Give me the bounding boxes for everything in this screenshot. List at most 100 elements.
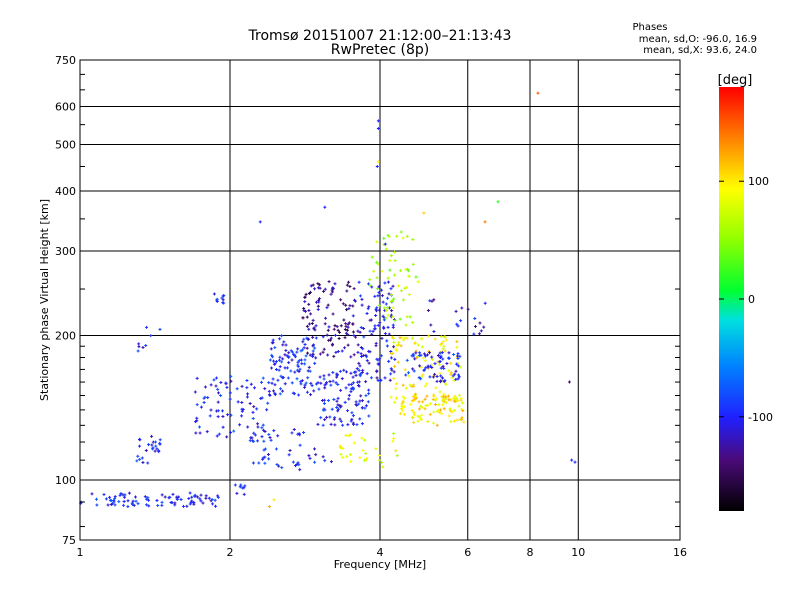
data-point: [333, 423, 337, 427]
data-point: [349, 390, 353, 394]
data-point: [344, 434, 348, 438]
data-point: [360, 303, 364, 307]
x-tick-label: 4: [377, 546, 384, 559]
x-tick-label: 1: [77, 546, 84, 559]
data-point: [273, 383, 277, 387]
data-point: [411, 320, 415, 324]
data-point: [404, 267, 408, 271]
data-point: [313, 328, 317, 332]
data-point: [429, 323, 433, 327]
data-point: [150, 443, 154, 447]
data-point: [343, 336, 347, 340]
data-point: [195, 403, 199, 407]
data-point: [439, 374, 443, 378]
data-point: [376, 160, 380, 164]
data-point: [397, 284, 401, 288]
data-point: [375, 276, 379, 280]
data-point: [404, 373, 408, 377]
data-point: [447, 356, 451, 360]
data-point: [214, 504, 218, 508]
data-point: [332, 354, 336, 358]
data-point: [298, 443, 302, 447]
data-point: [325, 306, 329, 310]
data-point: [310, 384, 314, 388]
data-point: [277, 464, 281, 468]
data-point: [422, 352, 426, 356]
data-point: [267, 457, 271, 461]
data-point: [327, 325, 331, 329]
data-point: [282, 340, 286, 344]
data-point: [330, 343, 334, 347]
data-point: [323, 322, 327, 326]
data-point: [354, 370, 358, 374]
data-point: [270, 381, 274, 385]
data-point: [401, 383, 405, 387]
data-point: [324, 316, 328, 320]
data-point: [329, 336, 333, 340]
data-point: [256, 425, 260, 429]
data-point: [382, 325, 386, 329]
data-point: [267, 381, 271, 385]
data-point: [293, 353, 297, 357]
data-point: [153, 449, 157, 453]
data-point: [455, 362, 459, 366]
data-point: [179, 497, 183, 501]
data-point: [418, 351, 422, 355]
data-point: [267, 393, 271, 397]
data-point: [135, 459, 139, 463]
data-point: [171, 492, 175, 496]
data-point: [228, 397, 232, 401]
data-point: [304, 309, 308, 313]
data-point: [386, 313, 390, 317]
data-point: [160, 503, 164, 507]
data-point: [297, 393, 301, 397]
data-point: [316, 422, 320, 426]
data-point: [182, 504, 186, 508]
data-point: [431, 375, 435, 379]
data-point: [452, 353, 456, 357]
data-point: [401, 399, 405, 403]
data-point: [267, 505, 271, 509]
data-point: [358, 399, 362, 403]
y-axis-label: Stationary phase Virtual Height [km]: [38, 199, 51, 401]
data-point: [251, 461, 255, 465]
data-point: [140, 456, 144, 460]
data-point: [273, 362, 277, 366]
data-point: [229, 431, 233, 435]
data-point: [377, 308, 381, 312]
data-point: [271, 338, 275, 342]
data-point: [395, 454, 399, 458]
data-point: [343, 327, 347, 331]
data-point: [443, 398, 447, 402]
data-point: [452, 399, 456, 403]
data-point: [341, 302, 345, 306]
data-point: [436, 354, 440, 358]
data-point: [216, 400, 220, 404]
data-point: [277, 358, 281, 362]
data-point: [364, 451, 368, 455]
data-point: [194, 420, 198, 424]
data-point: [393, 319, 397, 323]
data-point: [357, 402, 361, 406]
data-point: [456, 352, 460, 356]
data-point: [438, 390, 442, 394]
data-point: [329, 460, 333, 464]
data-point: [375, 260, 379, 264]
data-point: [297, 358, 301, 362]
data-point: [374, 447, 378, 451]
data-point: [442, 392, 446, 396]
data-point: [325, 415, 329, 419]
colorbar-label: [deg]: [718, 73, 753, 88]
data-point: [276, 378, 280, 382]
data-point: [377, 285, 381, 289]
data-point: [403, 396, 407, 400]
data-point: [122, 499, 126, 503]
data-point: [216, 494, 220, 498]
data-point: [376, 126, 380, 130]
data-point: [301, 316, 305, 320]
data-point: [361, 448, 365, 452]
data-point: [375, 376, 379, 380]
data-point: [349, 459, 353, 463]
data-point: [252, 439, 256, 443]
data-point: [329, 383, 333, 387]
